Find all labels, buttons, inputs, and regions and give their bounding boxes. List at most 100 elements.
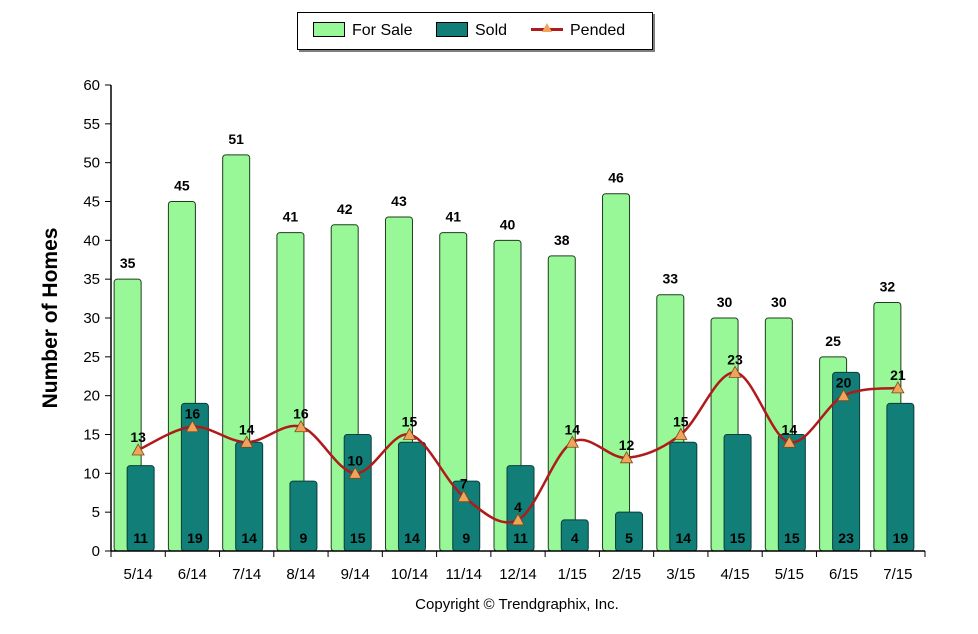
pended-marker (674, 427, 688, 440)
pended-line (137, 371, 899, 524)
y-tick-label: 20 (83, 388, 100, 405)
pended-value-label: 14 (564, 421, 580, 437)
x-tick-label: 3/15 (666, 566, 695, 583)
pended-swatch (531, 22, 563, 37)
sold-value-label: 4 (571, 530, 579, 546)
sold-value-label: 14 (241, 530, 257, 546)
pended-value-label: 10 (347, 452, 363, 468)
pended-value-label: 16 (293, 406, 309, 422)
pended-marker (511, 513, 525, 526)
x-tick-label: 9/14 (341, 566, 370, 583)
y-axis-label: Number of Homes (39, 227, 62, 409)
sold-swatch (436, 22, 468, 37)
pended-value-label: 23 (727, 351, 743, 367)
pended-marker (836, 388, 851, 402)
for-sale-value-label: 45 (174, 178, 190, 194)
sold-value-label: 15 (350, 530, 366, 546)
y-tick-label: 30 (83, 310, 100, 327)
pended-marker (185, 419, 200, 433)
sold-value-label: 11 (513, 530, 528, 546)
pended-value-label: 14 (782, 421, 798, 437)
pended-marker (619, 450, 634, 464)
for-sale-value-label: 42 (337, 201, 353, 217)
legend-item-pended: Pended (531, 22, 625, 40)
legend-item-for-sale: For Sale (313, 22, 412, 40)
sold-value-label: 14 (404, 530, 420, 546)
pended-value-label: 12 (619, 437, 635, 453)
for-sale-value-label: 30 (717, 294, 733, 310)
legend-item-sold: Sold (436, 22, 507, 40)
y-tick-label: 35 (83, 271, 100, 288)
pended-value-label: 21 (890, 367, 906, 383)
for-sale-value-label: 30 (771, 294, 787, 310)
legend-label-for-sale: For Sale (352, 22, 413, 39)
x-tick-label: 8/14 (286, 566, 315, 583)
sold-value-label: 5 (625, 530, 633, 546)
sold-value-label: 23 (838, 530, 854, 546)
pended-marker (131, 443, 145, 456)
for-sale-value-label: 35 (120, 255, 136, 271)
y-tick-label: 50 (83, 155, 100, 172)
pended-value-label: 16 (185, 406, 201, 422)
x-tick-label: 7/14 (232, 566, 261, 583)
y-tick-label: 15 (83, 427, 100, 444)
for-sale-value-label: 41 (445, 209, 461, 225)
pended-value-label: 13 (130, 429, 146, 445)
y-tick-label: 45 (83, 194, 100, 211)
y-tick-label: 40 (83, 232, 100, 249)
pended-marker (294, 419, 308, 433)
sold-value-label: 11 (133, 530, 148, 546)
pended-marker (239, 435, 254, 448)
for-sale-value-label: 38 (554, 232, 570, 248)
for-sale-value-label: 51 (228, 131, 244, 147)
pended-marker (728, 365, 742, 378)
y-tick-label: 0 (92, 543, 100, 560)
for-sale-bar (547, 255, 576, 552)
pended-value-label: 15 (402, 414, 418, 430)
x-tick-label: 6/14 (178, 566, 207, 583)
legend: For Sale Sold Pended (297, 12, 653, 50)
x-tick-label: 1/15 (558, 566, 587, 583)
for-sale-value-label: 32 (880, 278, 896, 294)
for-sale-value-label: 33 (663, 271, 679, 287)
pended-value-label: 4 (514, 499, 522, 515)
sold-value-label: 15 (730, 530, 746, 546)
for-sale-value-label: 41 (283, 209, 299, 225)
y-tick-label: 5 (92, 504, 100, 521)
pended-value-label: 20 (836, 375, 852, 391)
y-tick-label: 10 (83, 465, 100, 482)
x-tick-label: 12/14 (499, 566, 537, 583)
sold-value-label: 19 (893, 530, 909, 546)
x-tick-label: 5/15 (775, 566, 804, 583)
y-tick-label: 60 (83, 77, 100, 94)
for-sale-value-label: 46 (608, 170, 624, 186)
x-tick-label: 5/14 (124, 566, 153, 583)
y-tick-label: 25 (83, 349, 100, 366)
copyright-text: Copyright © Trendgraphix, Inc. (415, 596, 619, 613)
sold-value-label: 15 (784, 530, 800, 546)
sold-value-label: 9 (462, 530, 470, 546)
y-tick-label: 55 (83, 116, 100, 133)
x-tick-label: 6/15 (829, 566, 858, 583)
pended-value-label: 15 (673, 414, 689, 430)
pended-value-label: 7 (460, 476, 468, 492)
for-sale-bar (602, 193, 631, 552)
pended-marker (402, 427, 417, 440)
x-tick-label: 7/15 (883, 566, 912, 583)
sold-value-label: 9 (300, 530, 308, 546)
pended-marker (457, 489, 471, 503)
x-tick-label: 11/14 (446, 566, 482, 583)
sold-bar (886, 402, 915, 552)
for-sale-value-label: 25 (825, 333, 841, 349)
pended-marker (891, 381, 905, 394)
x-tick-label: 2/15 (612, 566, 641, 583)
legend-label-sold: Sold (475, 22, 508, 39)
pended-marker (782, 435, 797, 448)
for-sale-value-label: 43 (391, 193, 407, 209)
pended-marker (565, 435, 579, 448)
pended-value-label: 14 (239, 421, 255, 437)
legend-label-pended: Pended (570, 22, 626, 39)
x-tick-label: 10/14 (391, 566, 429, 583)
x-tick-label: 4/15 (720, 566, 749, 583)
